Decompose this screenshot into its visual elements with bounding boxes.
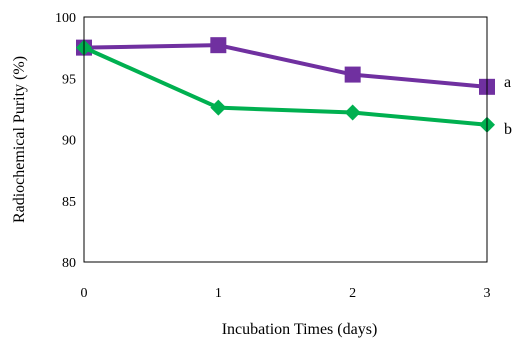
y-tick-label: 80 [62, 256, 76, 271]
x-tick-label: 0 [81, 286, 88, 301]
tick-labels: 80 85 90 95 100 0 1 2 3 [55, 11, 491, 301]
x-tick-label: 3 [484, 286, 491, 301]
y-tick-label: 90 [62, 134, 76, 149]
y-axis-title: Radiochemical Purity (%) [11, 56, 28, 223]
series-line [83, 45, 488, 127]
x-axis-title: Incubation Times (days) [222, 321, 378, 338]
series-line [83, 43, 488, 89]
data-point [210, 37, 227, 54]
x-tick-label: 2 [349, 286, 356, 301]
plot-area-frame [83, 16, 488, 263]
series-a: a [76, 37, 511, 95]
y-tick-label: 85 [62, 195, 76, 210]
y-tick-label: 95 [62, 72, 76, 87]
data-point [344, 66, 361, 83]
series-label: a [504, 74, 511, 91]
data-point [344, 104, 361, 121]
y-tick-label: 100 [55, 11, 76, 26]
x-tick-label: 1 [215, 286, 222, 301]
series-b: b [76, 39, 512, 138]
series-label: b [504, 121, 512, 138]
data-point [210, 99, 227, 116]
series-group: ab [76, 37, 512, 138]
